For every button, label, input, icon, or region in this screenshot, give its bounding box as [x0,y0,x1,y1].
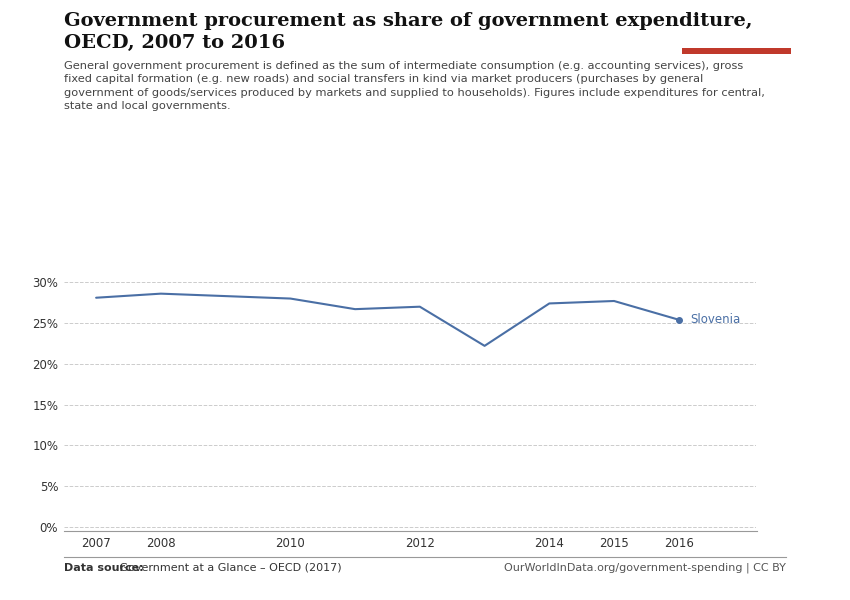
Text: Data source:: Data source: [64,563,144,573]
Text: Government procurement as share of government expenditure,: Government procurement as share of gover… [64,12,752,30]
Text: OECD, 2007 to 2016: OECD, 2007 to 2016 [64,34,285,52]
Text: Our World: Our World [706,14,766,25]
Text: Government at a Glance – OECD (2017): Government at a Glance – OECD (2017) [116,563,342,573]
Text: in Data: in Data [715,31,757,40]
Text: General government procurement is defined as the sum of intermediate consumption: General government procurement is define… [64,61,765,111]
Text: OurWorldInData.org/government-spending | CC BY: OurWorldInData.org/government-spending |… [504,563,786,574]
Bar [682,47,790,54]
Text: Slovenia: Slovenia [690,313,740,326]
